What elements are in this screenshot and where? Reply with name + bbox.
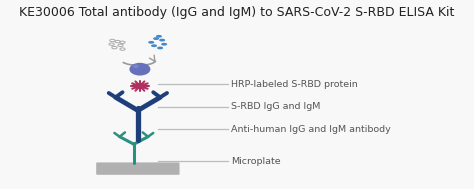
Circle shape — [161, 43, 167, 46]
Text: S-RBD IgG and IgM: S-RBD IgG and IgM — [231, 102, 320, 111]
Text: KE30006 Total antibody (IgG and IgM) to SARS-CoV-2 S-RBD ELISA Kit: KE30006 Total antibody (IgG and IgM) to … — [19, 6, 455, 19]
Text: Microplate: Microplate — [231, 157, 281, 166]
Ellipse shape — [133, 64, 139, 68]
Circle shape — [156, 35, 162, 38]
Ellipse shape — [129, 63, 150, 76]
Text: Anti-human IgG and IgM antibody: Anti-human IgG and IgM antibody — [231, 125, 391, 134]
FancyBboxPatch shape — [96, 162, 180, 175]
Circle shape — [153, 37, 159, 40]
Circle shape — [157, 46, 163, 49]
Text: HRP-labeled S-RBD protein: HRP-labeled S-RBD protein — [231, 80, 358, 89]
Circle shape — [148, 41, 154, 44]
Circle shape — [159, 39, 165, 42]
Circle shape — [151, 44, 157, 47]
